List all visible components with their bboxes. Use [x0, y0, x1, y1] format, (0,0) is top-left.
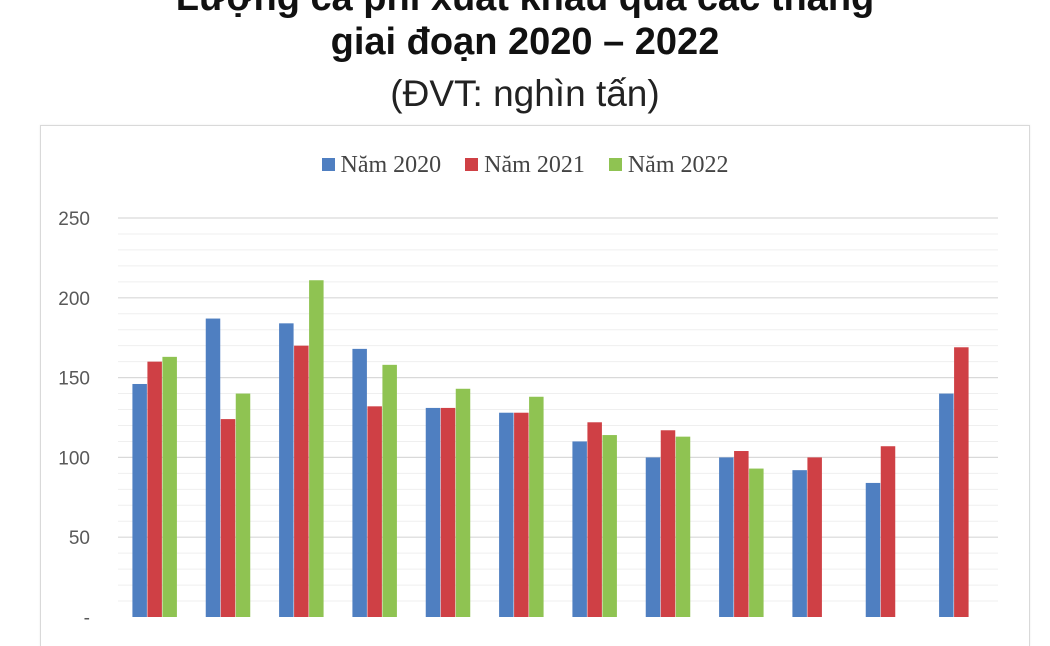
legend-swatch-2021 — [465, 158, 479, 171]
legend-swatch-2020 — [321, 158, 335, 171]
y-tick-label: 50 — [69, 528, 90, 549]
bar-năm-2022-3 — [309, 280, 324, 617]
bar-năm-2020-10 — [792, 470, 807, 617]
legend-item-2020: Năm 2020 — [321, 152, 442, 179]
chart-title-line1: Lượng cá phi xuất khẩu qua các tháng — [0, 0, 1050, 20]
chart-unit-subtitle: (ĐVT: nghìn tấn) — [390, 73, 660, 114]
bar-năm-2020-11 — [865, 482, 881, 617]
bar-năm-2021-1 — [147, 361, 162, 617]
bar-năm-2022-5 — [455, 388, 471, 617]
bar-năm-2020-2 — [205, 318, 221, 617]
bar-năm-2020-8 — [645, 457, 661, 617]
bar-năm-2021-8 — [660, 430, 676, 617]
legend-label-2022: Năm 2022 — [627, 152, 729, 178]
y-tick-label: 100 — [58, 448, 90, 469]
bar-năm-2022-8 — [675, 436, 691, 617]
chart-title-line2: giai đoạn 2020 – 2022 — [330, 21, 720, 63]
bar-năm-2020-6 — [499, 412, 514, 617]
bar-năm-2021-5 — [440, 407, 456, 617]
bar-năm-2020-12 — [939, 393, 954, 617]
bar-năm-2020-7 — [572, 441, 587, 617]
bar-năm-2021-7 — [587, 422, 602, 617]
bar-năm-2021-6 — [514, 412, 529, 617]
bar-năm-2020-4 — [352, 348, 367, 617]
legend-label-2020: Năm 2020 — [340, 152, 442, 178]
bar-chart: - 50 100 150 200 250 — [58, 209, 998, 629]
bar-năm-2022-4 — [382, 364, 397, 617]
legend-item-2021: Năm 2021 — [465, 152, 585, 179]
chart-legend: Năm 2020 Năm 2021 Năm 2022 — [0, 152, 1050, 179]
bar-năm-2022-2 — [235, 393, 251, 617]
bar-năm-2021-2 — [220, 419, 236, 617]
y-tick-label: 200 — [58, 289, 90, 310]
bar-năm-2020-9 — [719, 457, 734, 617]
y-tick-label: 150 — [58, 369, 90, 390]
bar-năm-2021-12 — [954, 347, 969, 617]
legend-item-2022: Năm 2022 — [608, 152, 729, 179]
bar-năm-2021-3 — [294, 345, 309, 617]
y-tick-label: - — [84, 608, 90, 629]
bar-năm-2022-7 — [602, 435, 617, 617]
y-tick-label: 250 — [58, 209, 90, 230]
legend-label-2021: Năm 2021 — [484, 152, 585, 178]
bar-năm-2022-1 — [162, 356, 177, 617]
bar-năm-2021-4 — [367, 406, 382, 617]
bar-năm-2022-9 — [749, 468, 764, 617]
bar-năm-2020-1 — [132, 383, 147, 617]
bar-năm-2021-10 — [807, 457, 822, 617]
legend-swatch-2022 — [608, 158, 622, 171]
bar-năm-2021-9 — [734, 451, 749, 617]
bar-năm-2020-5 — [425, 407, 441, 617]
bar-năm-2021-11 — [880, 446, 896, 617]
bar-năm-2022-6 — [529, 396, 544, 617]
bar-năm-2020-3 — [279, 323, 294, 617]
